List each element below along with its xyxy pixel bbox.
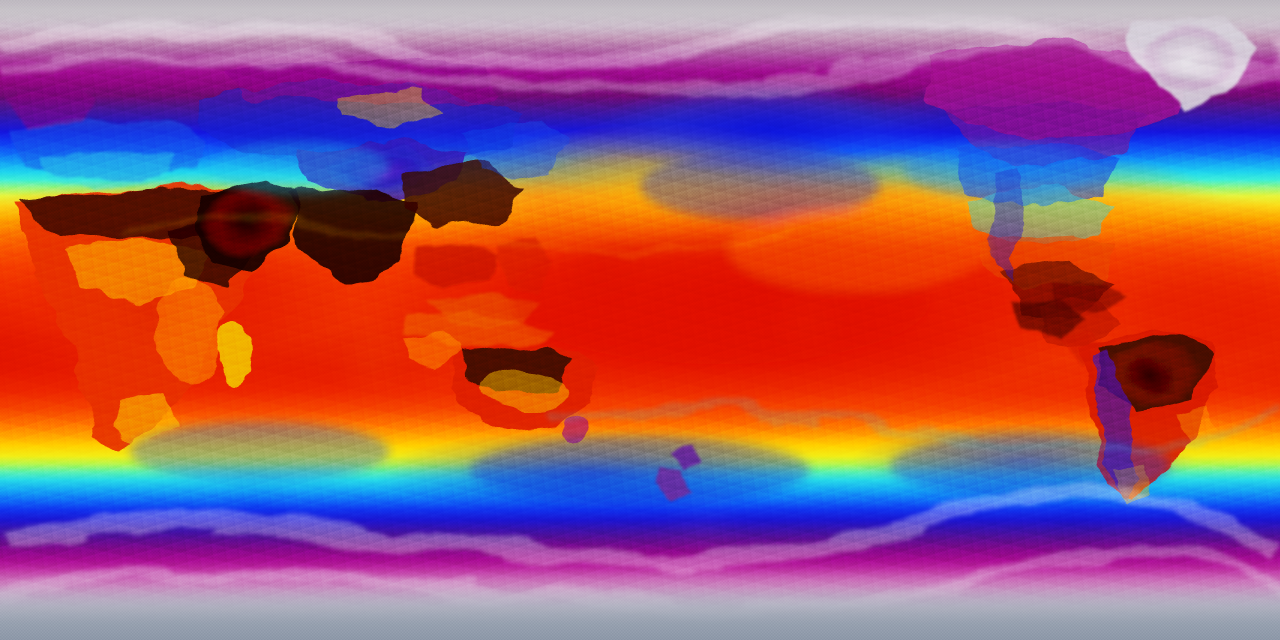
global-temperature-map	[0, 0, 1280, 640]
polar-ice-cap-layer	[0, 0, 1280, 640]
pixel-grain-layer	[0, 0, 1280, 640]
